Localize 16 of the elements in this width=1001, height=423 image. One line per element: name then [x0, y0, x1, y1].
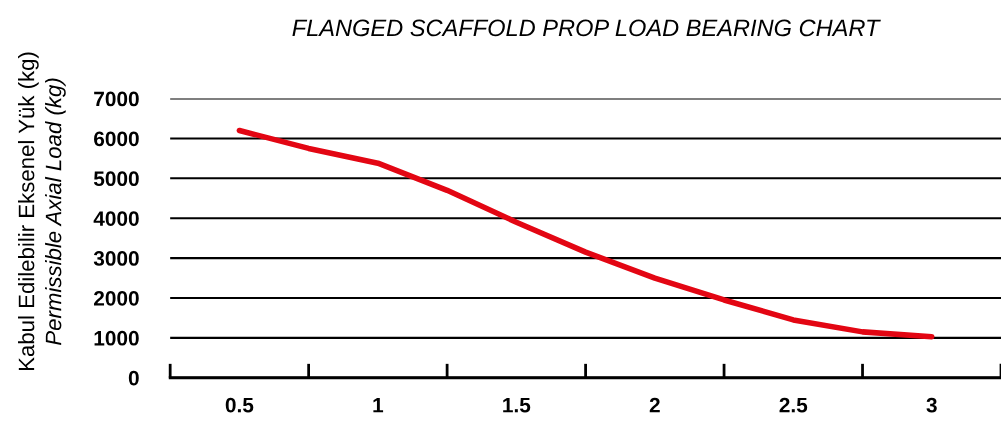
- x-tick-label: 3: [926, 397, 937, 413]
- y-tick-label: 1000: [94, 330, 139, 346]
- x-tick-label: 2.5: [779, 397, 808, 413]
- y-tick-label: 2000: [94, 290, 139, 306]
- y-tick-label: 3000: [93, 251, 139, 266]
- y-tick-label: 5000: [93, 171, 139, 187]
- y-tick-label: 0: [128, 370, 139, 386]
- y-tick-label: 4000: [93, 211, 139, 226]
- x-tick-label: 1: [373, 397, 384, 413]
- x-tick-label: 1.5: [503, 397, 531, 413]
- chart-title: FLANGED SCAFFOLD PROP LOAD BEARING CHART: [292, 19, 881, 37]
- y-tick-label: 7000: [94, 91, 139, 107]
- x-tick-label: 0.5: [225, 397, 254, 413]
- y-tick-label: 6000: [94, 131, 139, 147]
- x-tick-label: 2: [649, 397, 660, 413]
- y-axis-title: Kabul Edilebilir Eksenel Yük (kg) Permissible Axial Load (kg): [18, 52, 66, 371]
